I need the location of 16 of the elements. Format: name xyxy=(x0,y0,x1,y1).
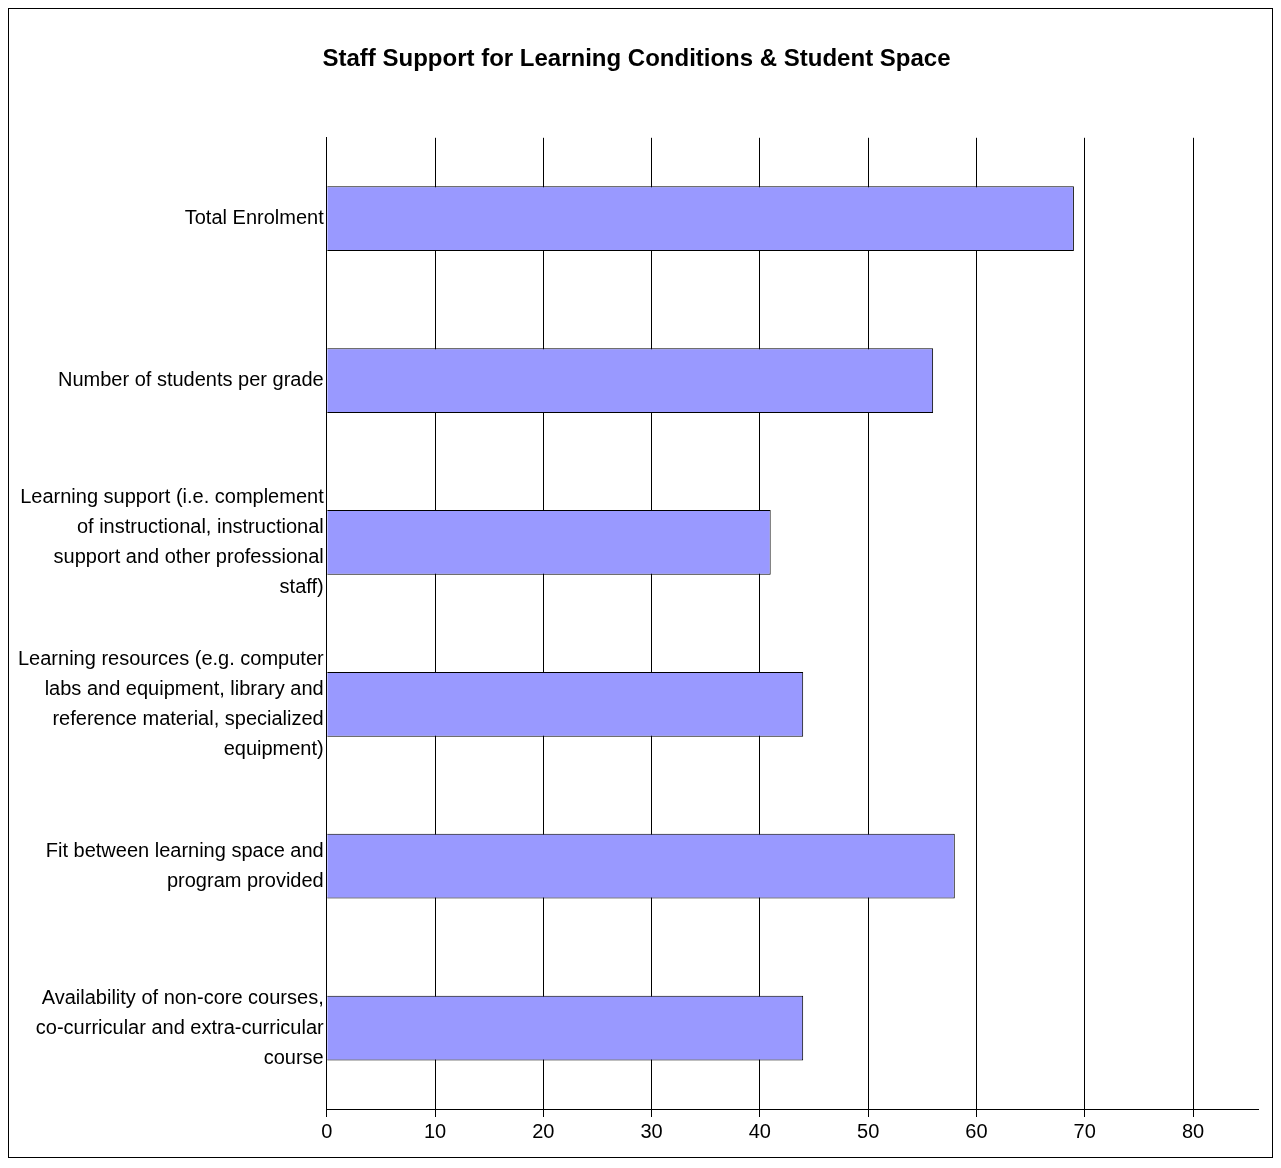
x-tick-label: 70 xyxy=(1073,1119,1096,1142)
y-tick-label: Total Enrolment xyxy=(184,206,325,229)
x-tick-label: 10 xyxy=(423,1119,447,1142)
x-tick-label: 40 xyxy=(748,1119,771,1142)
y-tick-label: Number of students per grade xyxy=(58,368,324,391)
x-tick-label: 0 xyxy=(321,1119,333,1142)
y-tick-label: Availability of non-core courses, co-curricular and extra-curricular course xyxy=(35,985,325,1068)
x-tick-label: 30 xyxy=(640,1119,663,1142)
y-tick-label: Fit between learning space and program provided xyxy=(45,838,324,891)
chart-title: Staff Support for Learning Conditions & Student Space xyxy=(322,44,951,72)
y-tick-label: Learning resources (e.g. computer labs and equipment, library and reference material, specialized equipment) xyxy=(17,646,325,759)
x-tick-label: 80 xyxy=(1181,1119,1205,1142)
y-tick-label: Learning support (i.e. complement of instructional, instructional support and other professional staff) xyxy=(20,484,325,597)
x-tick-label: 50 xyxy=(857,1119,880,1142)
x-tick-label: 60 xyxy=(965,1119,988,1142)
x-tick-label: 20 xyxy=(532,1119,555,1142)
